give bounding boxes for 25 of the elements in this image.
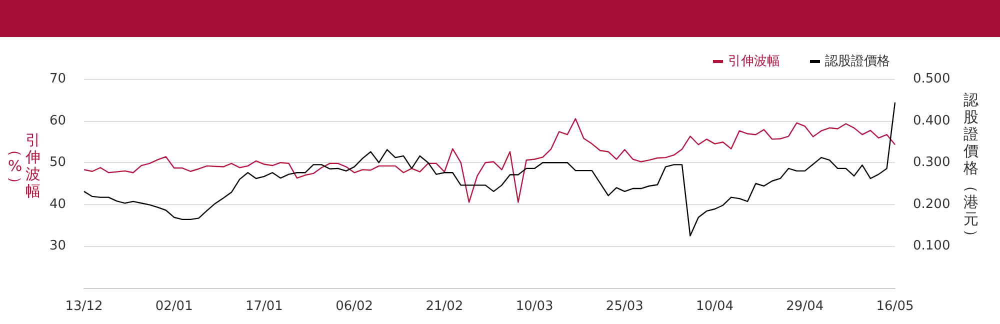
line-series — [83, 102, 896, 236]
legend-label: 認股證價格 — [825, 54, 890, 69]
y-tick-label: 50 — [49, 155, 66, 170]
x-tick-label: 25/03 — [606, 299, 644, 314]
x-tick-label: 10/03 — [516, 299, 554, 314]
x-tick-label: 02/01 — [155, 299, 193, 314]
x-tick-label: 16/05 — [876, 299, 914, 314]
y2-tick-label: 0.400 — [913, 113, 950, 128]
x-tick-label: 21/02 — [426, 299, 464, 314]
x-tick-label: 10/04 — [696, 299, 734, 314]
x-tick-label: 13/12 — [65, 299, 103, 314]
x-tick-label: 29/04 — [786, 299, 824, 314]
line-series — [83, 118, 896, 203]
y-tick-label: 60 — [49, 113, 66, 128]
y2-tick-label: 0.500 — [913, 72, 950, 86]
axis-title: 認股證價格（港元） — [962, 90, 982, 246]
x-tick-label: 06/02 — [336, 299, 374, 314]
y2-tick-label: 0.200 — [913, 196, 950, 212]
y2-tick-label: 0.100 — [913, 238, 950, 254]
y-tick-label: 70 — [49, 72, 66, 86]
y-tick-label: 30 — [49, 238, 66, 254]
y2-tick-label: 0.300 — [913, 155, 950, 170]
legend-label: 引伸波幅 — [728, 54, 780, 69]
x-tick-label: 17/01 — [245, 299, 283, 314]
y-tick-label: 40 — [49, 196, 66, 212]
